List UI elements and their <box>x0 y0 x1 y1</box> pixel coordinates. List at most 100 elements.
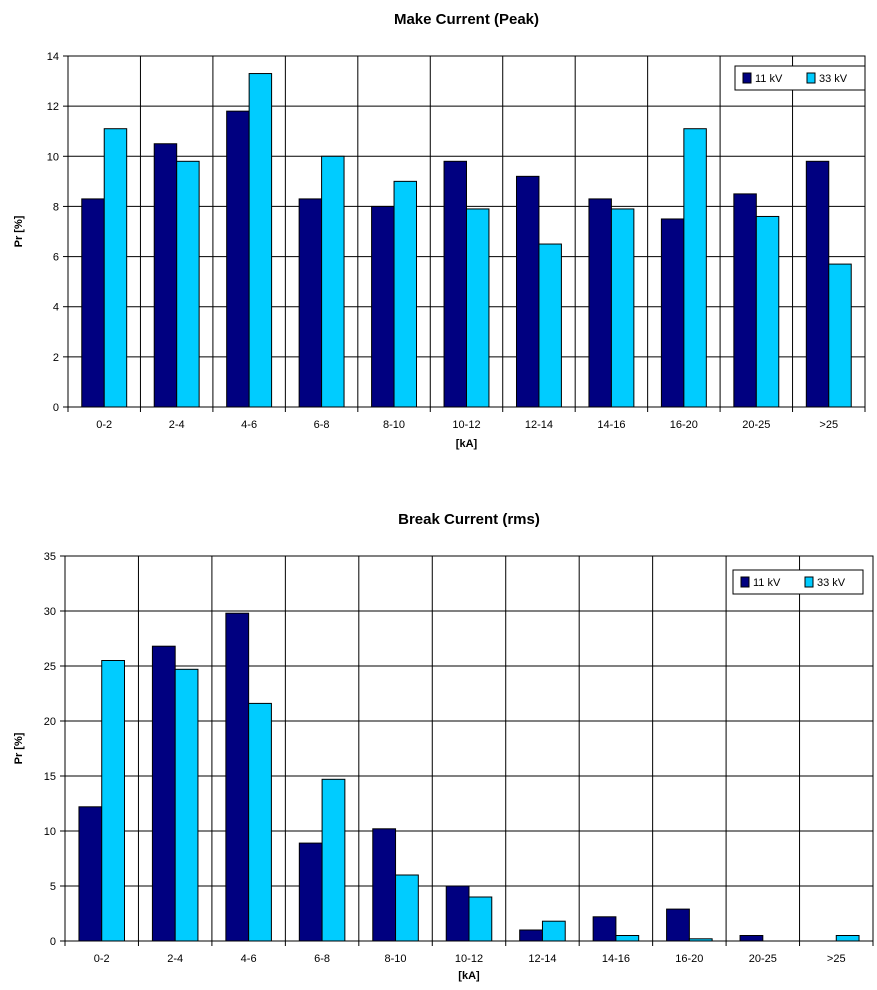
legend-label: 11 kV <box>753 577 781 589</box>
x-tick-label: 6-8 <box>314 953 330 965</box>
y-tick-label: 8 <box>53 201 59 213</box>
bar <box>805 160 830 408</box>
bar <box>666 908 690 942</box>
bar <box>174 668 199 942</box>
legend: 11 kV 33 kV <box>732 569 864 595</box>
bar <box>153 143 178 408</box>
legend-swatch <box>806 72 816 84</box>
bar <box>393 180 418 408</box>
bar <box>466 208 490 408</box>
y-tick-label: 5 <box>50 881 56 893</box>
x-tick-label: 16-20 <box>670 419 698 431</box>
y-tick-label: 30 <box>44 606 56 618</box>
legend: 11 kV 33 kV <box>734 65 866 91</box>
bar <box>81 198 105 408</box>
y-tick-label: 15 <box>44 771 56 783</box>
chart-title: Make Current (Peak) <box>394 11 539 28</box>
bar <box>541 920 566 942</box>
bar <box>468 896 493 942</box>
bar <box>321 778 346 942</box>
legend-label: 33 kV <box>819 73 848 85</box>
chart-2: Break Current (rms) 0 5 10 15 20 25 30 35 0-2 2-4 4… <box>13 511 874 982</box>
bar <box>443 160 468 408</box>
bar <box>755 215 780 408</box>
bar <box>395 874 419 942</box>
bar <box>515 175 540 408</box>
bar <box>519 929 543 942</box>
legend-label: 33 kV <box>817 577 846 589</box>
x-tick-label: 2-4 <box>167 953 183 965</box>
x-tick-label: 8-10 <box>385 953 407 965</box>
bar <box>298 198 323 408</box>
x-tick-label: 12-14 <box>525 419 553 431</box>
legend-swatch <box>740 576 750 588</box>
bar <box>248 73 273 408</box>
bar <box>78 806 103 942</box>
bar <box>101 660 125 942</box>
y-axis-label: Pr [%] <box>13 732 25 764</box>
bar <box>828 263 852 408</box>
y-tick-label: 0 <box>50 936 56 948</box>
bar <box>615 935 640 942</box>
bar <box>248 702 272 942</box>
legend-swatch <box>742 72 752 84</box>
bar <box>298 842 323 942</box>
legend-label: 11 kV <box>755 73 783 85</box>
bar <box>321 155 345 408</box>
y-tick-label: 10 <box>44 826 56 838</box>
plot-area <box>65 556 873 941</box>
x-tick-label: 6-8 <box>314 419 330 431</box>
y-tick-label: 12 <box>47 101 59 113</box>
bar <box>103 128 128 408</box>
bar <box>733 193 757 408</box>
x-tick-label: 0-2 <box>96 419 112 431</box>
bar <box>739 935 764 942</box>
x-axis-label: [kA] <box>458 970 480 982</box>
x-tick-label: 4-6 <box>241 953 257 965</box>
legend-box <box>734 65 866 91</box>
x-tick-label: 0-2 <box>94 953 110 965</box>
plot-border <box>67 55 866 408</box>
x-tick-label: 14-16 <box>602 953 630 965</box>
x-tick-label: 4-6 <box>241 419 257 431</box>
x-tick-label: 2-4 <box>169 419 185 431</box>
y-tick-label: 20 <box>44 716 56 728</box>
x-tick-label: 12-14 <box>528 953 556 965</box>
y-tick-label: 10 <box>47 151 59 163</box>
x-tick-label: 14-16 <box>597 419 625 431</box>
bar <box>588 198 612 408</box>
bar <box>683 128 707 408</box>
bar <box>538 243 562 408</box>
x-tick-label: 16-20 <box>675 953 703 965</box>
legend-box <box>732 569 864 595</box>
bar <box>660 218 685 408</box>
y-tick-label: 4 <box>53 302 59 314</box>
y-tick-label: 6 <box>53 252 59 264</box>
x-tick-label: >25 <box>819 419 838 431</box>
x-tick-label: 10-12 <box>452 419 480 431</box>
plot-border <box>64 555 874 942</box>
bar <box>445 885 470 942</box>
chart-1: Make Current (Peak) 0 2 4 6 8 10 12 14 0-2 2-4 4-6 6… <box>13 11 866 450</box>
bar <box>151 645 176 942</box>
y-tick-label: 0 <box>53 402 59 414</box>
x-axis-label: [kA] <box>456 438 478 450</box>
bar <box>371 205 395 408</box>
legend-swatch <box>804 576 814 588</box>
x-tick-label: 10-12 <box>455 953 483 965</box>
bar <box>176 160 200 408</box>
x-tick-label: 20-25 <box>749 953 777 965</box>
y-axis-label: Pr [%] <box>13 215 25 247</box>
bar <box>226 110 250 408</box>
y-tick-label: 35 <box>44 551 56 563</box>
y-tick-label: 2 <box>53 352 59 364</box>
bar <box>610 208 635 408</box>
bar <box>372 828 397 942</box>
y-tick-label: 25 <box>44 661 56 673</box>
x-tick-label: 20-25 <box>742 419 770 431</box>
chart-title: Break Current (rms) <box>398 511 540 528</box>
bar <box>835 935 860 942</box>
y-tick-label: 14 <box>47 51 59 63</box>
x-tick-label: >25 <box>827 953 846 965</box>
